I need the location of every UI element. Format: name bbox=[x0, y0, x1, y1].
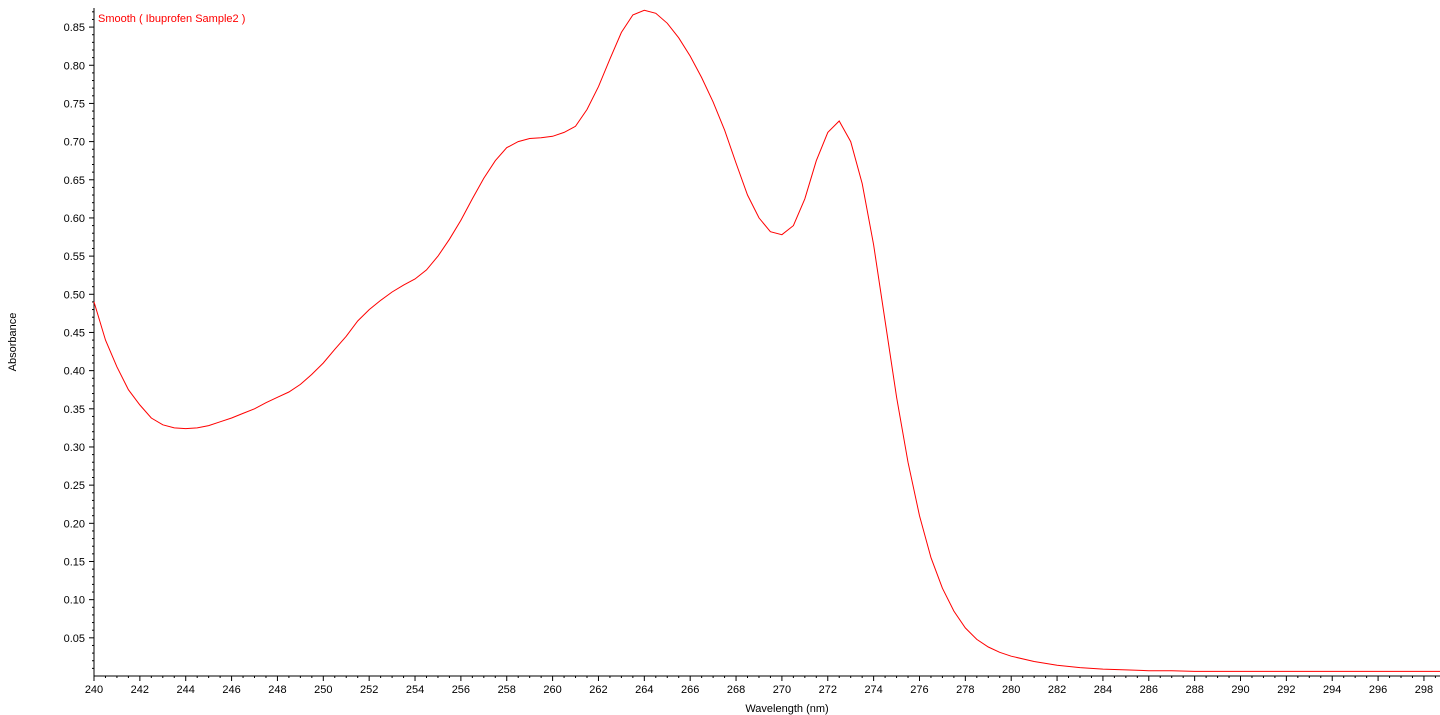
y-tick-label: 0.75 bbox=[64, 98, 85, 110]
y-tick-label: 0.20 bbox=[64, 518, 85, 530]
y-tick-label: 0.25 bbox=[64, 480, 85, 492]
x-tick-label: 262 bbox=[589, 684, 607, 696]
x-tick-label: 264 bbox=[635, 684, 653, 696]
x-tick-label: 278 bbox=[956, 684, 974, 696]
x-tick-label: 270 bbox=[773, 684, 791, 696]
x-tick-label: 260 bbox=[543, 684, 561, 696]
y-axis-ticks: 0.05 0.10 0.15 0.20 0.25 0.30 0.35 0.40 0.45 0.50… bbox=[64, 11, 94, 669]
x-tick-label: 294 bbox=[1323, 684, 1341, 696]
y-tick-label: 0.40 bbox=[64, 366, 85, 378]
x-tick-label: 274 bbox=[864, 684, 882, 696]
y-tick-label: 0.65 bbox=[64, 175, 85, 187]
y-tick-label: 0.80 bbox=[64, 60, 85, 72]
x-tick-label: 242 bbox=[131, 684, 149, 696]
x-tick-label: 246 bbox=[222, 684, 240, 696]
x-tick-label: 244 bbox=[177, 684, 195, 696]
x-tick-label: 268 bbox=[727, 684, 745, 696]
x-tick-label: 276 bbox=[910, 684, 928, 696]
x-tick-label: 298 bbox=[1415, 684, 1433, 696]
x-tick-label: 256 bbox=[452, 684, 470, 696]
x-tick-label: 266 bbox=[681, 684, 699, 696]
x-tick-label: 250 bbox=[314, 684, 332, 696]
x-tick-label: 280 bbox=[1002, 684, 1020, 696]
y-tick-label: 0.45 bbox=[64, 327, 85, 339]
x-tick-label: 272 bbox=[819, 684, 837, 696]
y-tick-label: 0.05 bbox=[64, 633, 85, 645]
x-tick-label: 288 bbox=[1185, 684, 1203, 696]
x-tick-label: 290 bbox=[1231, 684, 1249, 696]
x-tick-label: 282 bbox=[1048, 684, 1066, 696]
x-tick-label: 248 bbox=[268, 684, 286, 696]
y-tick-label: 0.15 bbox=[64, 556, 85, 568]
y-tick-label: 0.85 bbox=[64, 22, 85, 34]
x-tick-label: 252 bbox=[360, 684, 378, 696]
x-tick-label: 292 bbox=[1277, 684, 1295, 696]
x-tick-label: 286 bbox=[1140, 684, 1158, 696]
y-tick-label: 0.60 bbox=[64, 213, 85, 225]
y-tick-label: 0.30 bbox=[64, 442, 85, 454]
x-tick-label: 284 bbox=[1094, 684, 1112, 696]
series-line bbox=[93, 9, 1440, 672]
x-axis-title: Wavelength (nm) bbox=[745, 703, 828, 715]
y-tick-label: 0.55 bbox=[64, 251, 85, 263]
y-tick-label: 0.35 bbox=[64, 404, 85, 416]
x-tick-label: 258 bbox=[498, 684, 516, 696]
y-tick-label: 0.50 bbox=[64, 289, 85, 301]
x-tick-label: 296 bbox=[1369, 684, 1387, 696]
y-tick-label: 0.70 bbox=[64, 137, 85, 149]
x-tick-label: 240 bbox=[85, 684, 103, 696]
legend-label: Smooth ( Ibuprofen Sample2 ) bbox=[98, 13, 245, 25]
y-tick-label: 0.10 bbox=[64, 595, 85, 607]
y-axis-title: Absorbance bbox=[7, 313, 19, 372]
x-tick-label: 254 bbox=[406, 684, 424, 696]
x-axis-ticks: 240 242 244 246 248 250 252 254 256 258 260 262 264 2… bbox=[85, 676, 1436, 696]
